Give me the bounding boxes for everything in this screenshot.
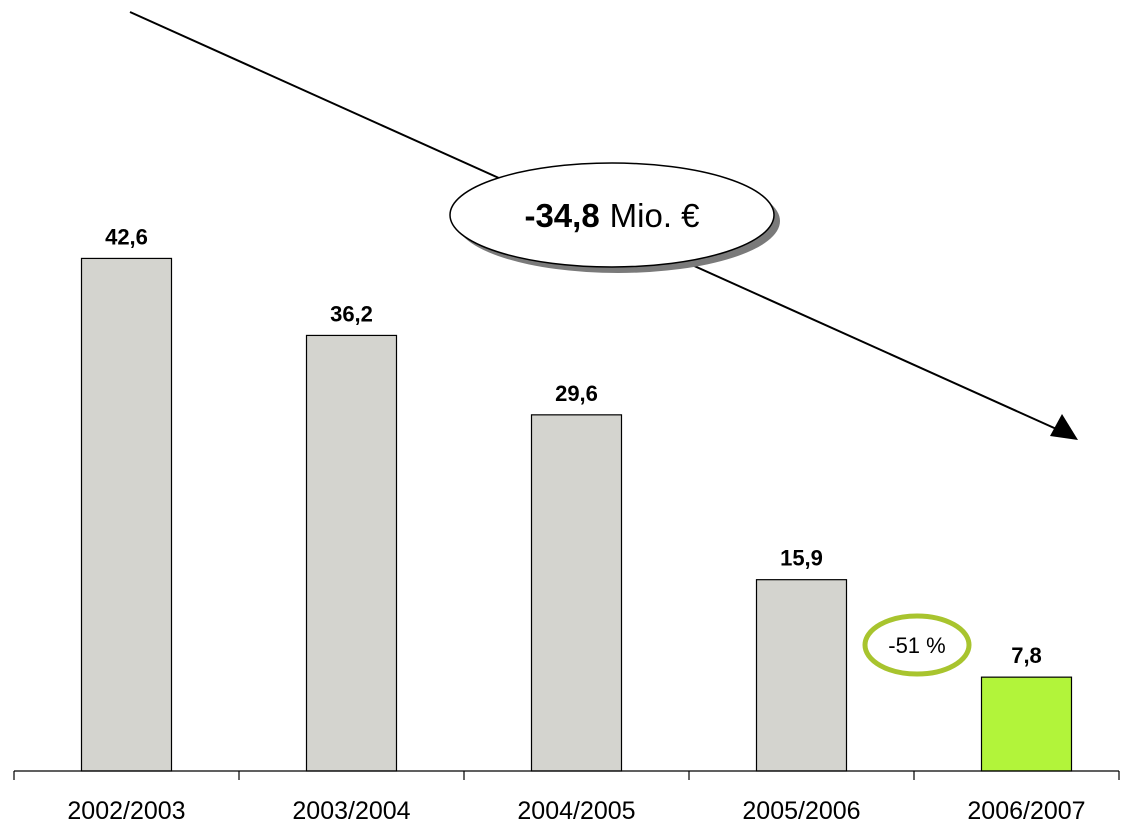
bar-2002/2003 [80, 257, 173, 772]
value-label-2003/2004: 36,2 [330, 301, 373, 326]
x-tick-label-2004/2005: 2004/2005 [517, 797, 635, 825]
x-tick-label-2005/2006: 2005/2006 [742, 797, 860, 825]
trend-arrow-head [1050, 414, 1078, 440]
bar-2005/2006 [755, 579, 848, 772]
x-tick-label-2003/2004: 2003/2004 [292, 797, 410, 825]
value-label-2006/2007: 7,8 [1011, 643, 1042, 668]
bar-2006/2007 [980, 676, 1073, 772]
x-tick-label-2002/2003: 2002/2003 [67, 797, 185, 825]
total-change-unit: Mio. € [610, 197, 700, 234]
percent-change-callout: -51 % [862, 613, 972, 677]
percent-change-label: -51 % [888, 633, 945, 658]
value-label-2002/2003: 42,6 [105, 224, 148, 249]
total-change-callout: -34,8 Mio. € [449, 162, 780, 273]
value-label-2005/2006: 15,9 [780, 546, 823, 571]
x-tick-label-2006/2007: 2006/2007 [967, 797, 1085, 825]
bar-2003/2004 [305, 334, 398, 772]
total-change-value: -34,8 [524, 197, 599, 234]
bar-2004/2005 [530, 414, 623, 772]
value-label-2004/2005: 29,6 [555, 381, 598, 406]
